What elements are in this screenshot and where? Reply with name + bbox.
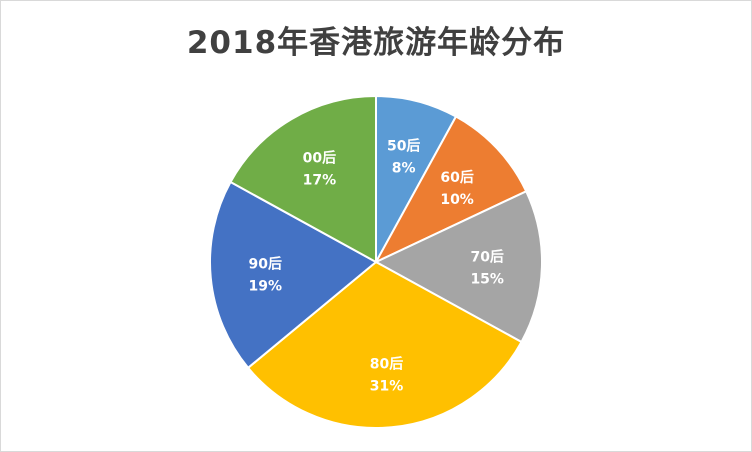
slice-percent-label: 15%: [470, 272, 504, 288]
slice-percent-label: 17%: [303, 172, 337, 188]
slice-category-label: 90后: [249, 256, 282, 273]
slice-category-label: 00后: [303, 149, 336, 166]
slice-percent-label: 10%: [440, 192, 474, 208]
pie-slice-60后: [373, 115, 528, 265]
chart-title: 2018年香港旅游年龄分布: [186, 25, 566, 61]
slice-category-label: 70后: [470, 249, 503, 266]
pie-slice-90后: [208, 180, 378, 370]
pie-slice-70后: [373, 189, 544, 344]
slice-category-label: 80后: [370, 356, 403, 373]
slice-category-label: 60后: [440, 169, 473, 186]
slice-percent-label: 8%: [392, 160, 416, 176]
slice-percent-label: 19%: [249, 279, 283, 295]
pie-slice-80后: [246, 260, 523, 430]
slice-percent-label: 31%: [370, 379, 404, 395]
pie-slice-00后: [229, 94, 377, 264]
slice-category-label: 50后: [387, 137, 420, 154]
